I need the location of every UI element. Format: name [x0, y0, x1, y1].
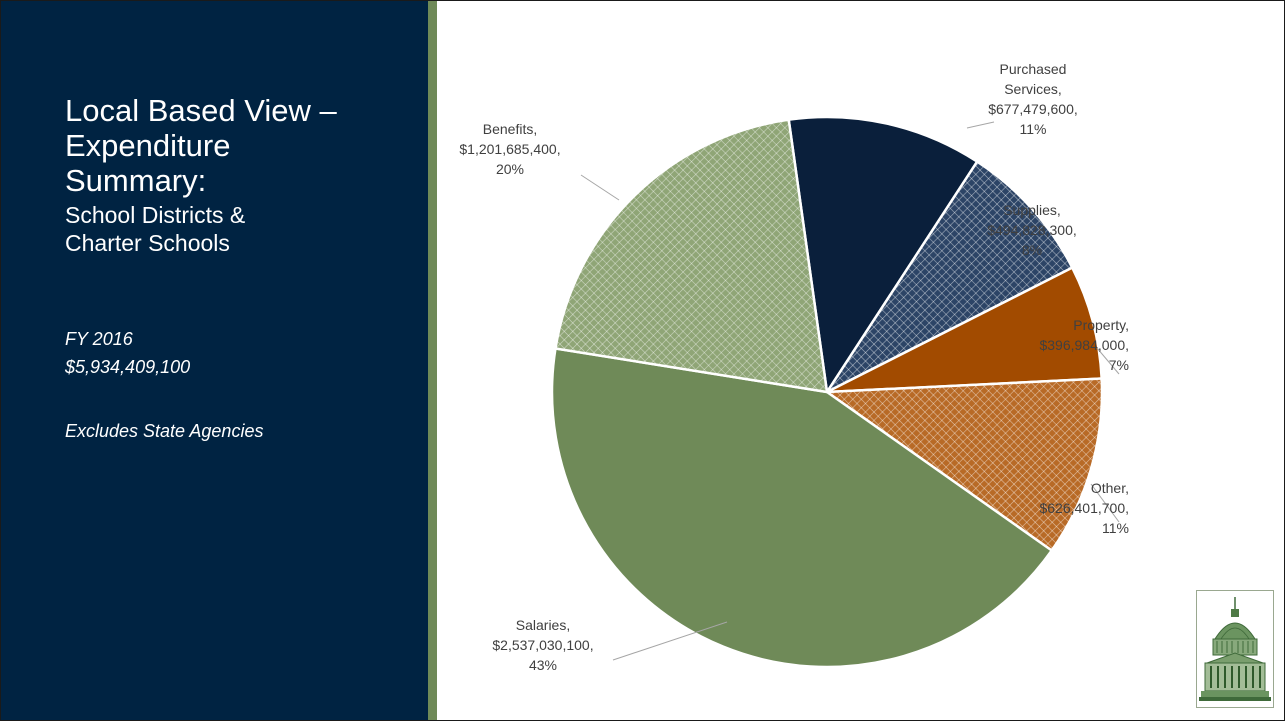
- pie-slice-benefits: [554, 118, 829, 394]
- subtitle-line-2: Charter Schools: [65, 230, 230, 256]
- data-label-line: $396,984,000,: [1039, 337, 1129, 353]
- capitol-seal-logo: [1196, 590, 1274, 708]
- data-label-line: 20%: [496, 161, 524, 177]
- leader-line-property: [1096, 347, 1120, 375]
- expenditure-pie-chart: Purchased Services, $677,479,600, 11% Suppli…: [459, 61, 1129, 673]
- subtitle-line-1: School Districts &: [65, 202, 246, 228]
- leader-line-purchased-services: [966, 121, 995, 129]
- leader-line-benefits: [580, 174, 620, 201]
- title-panel: Local Based View – Expenditure Summary: …: [1, 1, 428, 720]
- data-label-line: Property,: [1073, 317, 1129, 333]
- pie-slice-salaries: [550, 347, 1054, 669]
- data-label-salaries: Salaries, $2,537,030,100, 43%: [492, 617, 593, 673]
- slide-title: Local Based View – Expenditure Summary: …: [65, 93, 415, 257]
- leader-line-other: [1090, 483, 1120, 523]
- pie-slice-property: [826, 265, 1103, 394]
- data-label-line: 7%: [1109, 357, 1129, 373]
- data-label-line: $626,401,700,: [1039, 500, 1129, 516]
- pie-slice-other: [823, 377, 1104, 553]
- title-line-3: Summary:: [65, 163, 207, 198]
- leader-lines: [580, 121, 1120, 661]
- data-label-purchased-services: Purchased Services, $677,479,600, 11%: [988, 61, 1078, 137]
- pie-slice-purchased-services: [787, 115, 979, 396]
- data-label-line: Supplies,: [1003, 202, 1061, 218]
- data-label-line: 11%: [1102, 520, 1129, 536]
- data-label-supplies: Supplies, $494,828,300, 8%: [987, 202, 1077, 258]
- data-label-line: $677,479,600,: [988, 101, 1078, 117]
- data-label-line: $494,828,300,: [987, 222, 1077, 238]
- data-label-line: $1,201,685,400,: [459, 141, 560, 157]
- data-label-line: 8%: [1022, 242, 1042, 258]
- data-label-line: Purchased: [1000, 61, 1067, 77]
- data-label-other: Other, $626,401,700, 11%: [1039, 480, 1129, 536]
- total-amount: $5,934,409,100: [65, 357, 191, 377]
- data-label-line: Services,: [1004, 81, 1062, 97]
- leader-line-salaries: [612, 621, 728, 661]
- data-label-benefits: Benefits, $1,201,685,400, 20%: [459, 121, 560, 177]
- data-label-line: $2,537,030,100,: [492, 637, 593, 653]
- fiscal-year: FY 2016: [65, 329, 133, 349]
- data-label-line: 11%: [1020, 121, 1047, 137]
- data-label-line: Salaries,: [516, 617, 570, 633]
- accent-stripe: [428, 1, 437, 720]
- pie-slice-supplies: [823, 159, 1074, 396]
- exclusion-note: Excludes State Agencies: [65, 421, 264, 441]
- fiscal-info: FY 2016 $5,934,409,100 Excludes State Ag…: [65, 325, 263, 445]
- data-labels: Purchased Services, $677,479,600, 11% Suppli…: [459, 61, 1129, 673]
- title-line-1: Local Based View –: [65, 93, 337, 128]
- data-label-line: Other,: [1091, 480, 1129, 496]
- data-label-line: Benefits,: [483, 121, 537, 137]
- pie-slices: [550, 115, 1104, 669]
- capitol-building-icon: [1197, 591, 1273, 707]
- data-label-line: 43%: [529, 657, 557, 673]
- title-line-2: Expenditure: [65, 128, 231, 163]
- data-label-property: Property, $396,984,000, 7%: [1039, 317, 1129, 373]
